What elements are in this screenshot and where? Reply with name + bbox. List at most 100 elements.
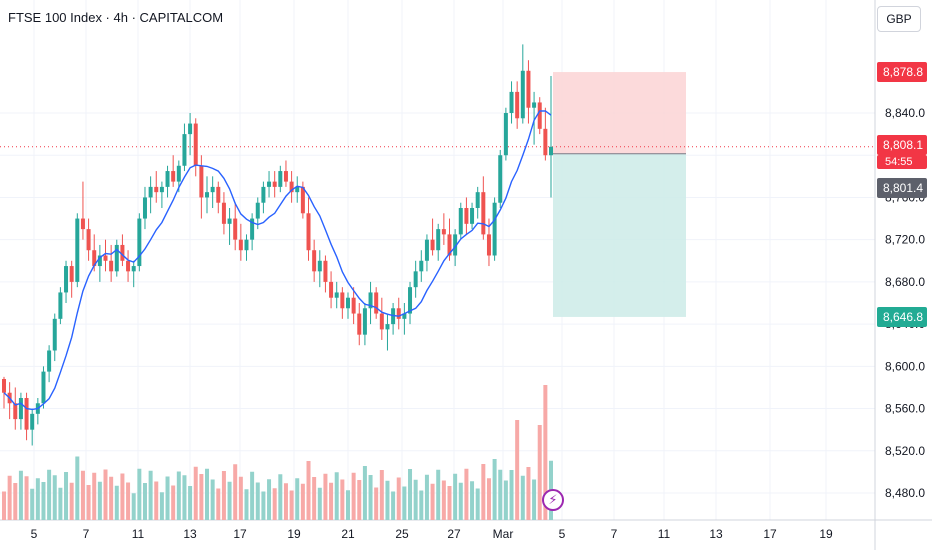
x-tick-label: 21 [341,527,355,541]
volume-bar [221,471,226,520]
candle-body [58,292,63,319]
candle-body [109,260,114,272]
volume-bar [52,475,57,520]
volume-bar [470,481,475,520]
candle-body [486,234,491,256]
candle-body [165,171,170,187]
candle-body [447,234,452,256]
candle-body [233,218,238,240]
candle-body [430,239,435,251]
candle-body [182,134,187,166]
volume-bar [419,490,424,520]
x-tick-label: 25 [395,527,409,541]
candle-body [210,186,215,193]
y-tick-label: 8,480.0 [885,486,925,500]
candle-body [244,239,249,251]
candle-body [126,260,131,272]
candle-body [436,229,441,251]
volume-bar [492,459,497,520]
candle-body [543,128,548,156]
volume-bar [244,489,249,520]
candle-body [267,181,272,187]
volume-bar [103,469,108,520]
volume-bar [424,474,429,520]
volume-bar [317,487,322,520]
candle-body [283,171,288,182]
volume-bar [120,473,125,520]
candle-body [312,250,317,272]
stop-loss-price-label: 8,878.8 [877,62,927,83]
candle-body [205,192,210,198]
candle-body [2,379,6,393]
volume-bar [475,488,480,520]
volume-bar [69,482,74,520]
volume-bar [329,482,334,520]
volume-bar [64,472,69,520]
volume-bar [35,478,40,520]
volume-bar [509,470,514,520]
candle-body [317,260,322,272]
x-tick-label: 17 [763,527,777,541]
candle-body [441,229,446,235]
candle-body [464,208,469,224]
candle-body [492,202,497,256]
candle-body [193,123,198,166]
candle-body [289,181,294,193]
candle-body [334,292,339,298]
x-tick-label: 7 [611,527,618,541]
volume-bar [114,485,119,520]
volume-bar [520,475,525,520]
volume-bar [413,479,418,520]
volume-bar [379,470,384,520]
candle-body [498,155,503,203]
volume-bar [30,488,35,520]
candle-body [41,371,46,404]
volume-bar [357,480,362,520]
lightning-icon[interactable]: ⚡ [542,489,564,511]
volume-bar [408,469,413,520]
volume-bar [261,491,266,520]
candle-body [171,171,176,182]
candle-body [199,165,204,198]
y-tick-label: 8,600.0 [885,359,925,373]
stop-loss-zone [553,72,686,154]
candle-body [329,281,334,298]
volume-bar [334,472,339,520]
candle-body [537,102,542,129]
volume-bar [109,476,114,520]
candle-body [549,146,553,156]
candle-body [520,70,525,119]
candle-body [368,292,373,309]
candle-body [345,297,350,309]
volume-bar [441,480,446,520]
candle-body [357,313,362,335]
volume-bar [430,483,435,520]
candle-body [408,287,413,314]
volume-bar [481,464,486,520]
volume-bar [396,477,401,520]
candle-body [227,218,232,224]
y-tick-label: 8,720.0 [885,233,925,247]
candle-body [295,186,300,193]
volume-bar [402,486,407,520]
candle-body [379,313,384,330]
volume-bar [2,491,6,520]
volume-bar [233,464,238,520]
currency-button[interactable]: GBP [877,6,921,32]
volume-bar [340,479,345,520]
candle-body [69,266,74,282]
candle-body [362,308,367,335]
candle-body [526,70,531,108]
volume-bar [142,483,147,520]
x-tick-label: 19 [819,527,833,541]
y-tick-label: 8,560.0 [885,402,925,416]
candle-body [272,181,277,187]
candle-body [374,292,379,314]
candle-body [148,186,153,198]
candle-body [475,192,480,208]
volume-bar [272,488,277,520]
candle-body [131,266,136,272]
x-tick-label: Mar [493,527,514,541]
